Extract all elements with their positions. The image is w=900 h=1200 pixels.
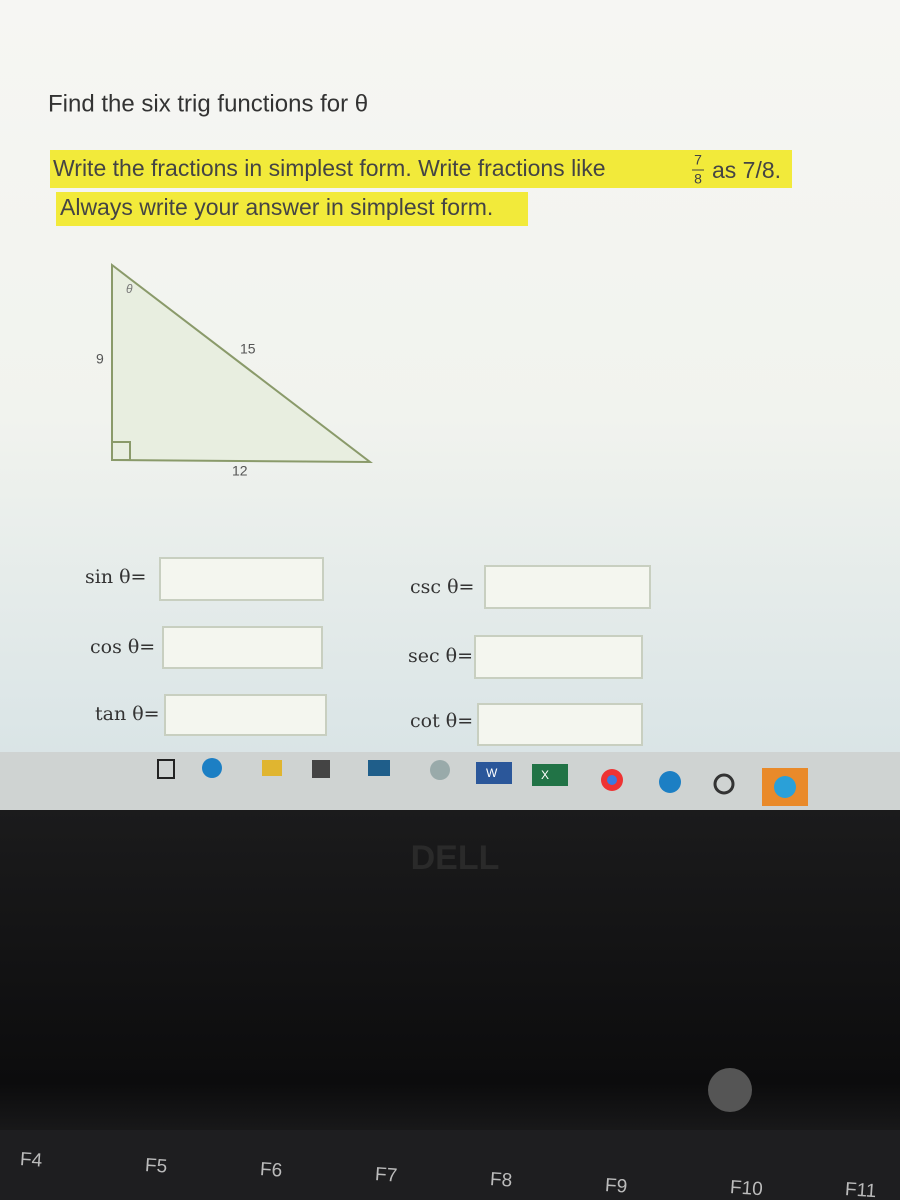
task-view-icon[interactable]: [157, 759, 175, 779]
word-letter: W: [486, 766, 498, 780]
key-label: F10: [729, 1177, 763, 1200]
key-label: F4: [19, 1149, 43, 1172]
taskbar: [0, 752, 900, 810]
excel-icon[interactable]: [532, 764, 568, 786]
answer-box[interactable]: [474, 635, 643, 679]
word-icon[interactable]: [476, 762, 512, 784]
answer-box[interactable]: [162, 626, 323, 669]
key-label: F5: [144, 1155, 168, 1177]
edge-icon[interactable]: [659, 771, 681, 793]
input-label: tan θ=: [95, 703, 160, 725]
key-label: F11: [844, 1179, 877, 1200]
question-title: Find the six trig functions for θ: [48, 90, 368, 117]
instruction-text: Write the fractions in simplest form. Wr…: [53, 155, 606, 181]
fraction-denominator: 8: [694, 171, 702, 187]
explorer-icon[interactable]: [262, 760, 282, 776]
instruction-text: Always write your answer in simplest for…: [60, 194, 493, 220]
keyboard: [0, 1130, 900, 1200]
edge-icon[interactable]: [202, 758, 222, 778]
input-label: sec θ=: [408, 645, 473, 667]
settings-icon[interactable]: [713, 773, 735, 795]
input-label: csc θ=: [410, 576, 474, 598]
input-label: cos θ=: [90, 636, 155, 658]
instruction-text: as 7/8.: [712, 157, 781, 183]
function-keys: F4 F5 F6 F7 F8 F9 F10 F11: [19, 1149, 877, 1200]
answer-box[interactable]: [484, 565, 651, 609]
input-label: sin θ=: [85, 566, 146, 588]
answer-box[interactable]: [159, 557, 324, 601]
highlight: [56, 192, 528, 226]
taskbar-icons: W X: [157, 758, 808, 806]
key-label: F6: [259, 1159, 283, 1181]
highlight: [50, 150, 792, 188]
key-label: F7: [374, 1164, 398, 1186]
answer-box[interactable]: [164, 694, 327, 736]
side-label: 9: [96, 351, 104, 367]
side-label: 15: [240, 341, 256, 357]
angle-label: θ: [126, 282, 133, 296]
side-label: 12: [232, 463, 248, 479]
store-icon[interactable]: [312, 760, 330, 778]
key-label: F9: [604, 1175, 628, 1197]
brand-logo: DELL: [411, 839, 500, 877]
app-icon[interactable]: [430, 760, 450, 780]
answer-box[interactable]: [477, 703, 643, 746]
power-button[interactable]: [708, 1068, 752, 1112]
mail-icon[interactable]: [368, 760, 390, 776]
fraction-numerator: 7: [694, 152, 702, 168]
excel-letter: X: [541, 768, 549, 782]
triangle: [111, 262, 373, 464]
right-angle-mark: [111, 441, 131, 461]
answer-inputs: sin θ= cos θ= tan θ= csc θ= sec θ= cot θ=: [85, 557, 651, 746]
input-label: cot θ=: [410, 710, 473, 732]
key-label: F8: [489, 1169, 513, 1191]
